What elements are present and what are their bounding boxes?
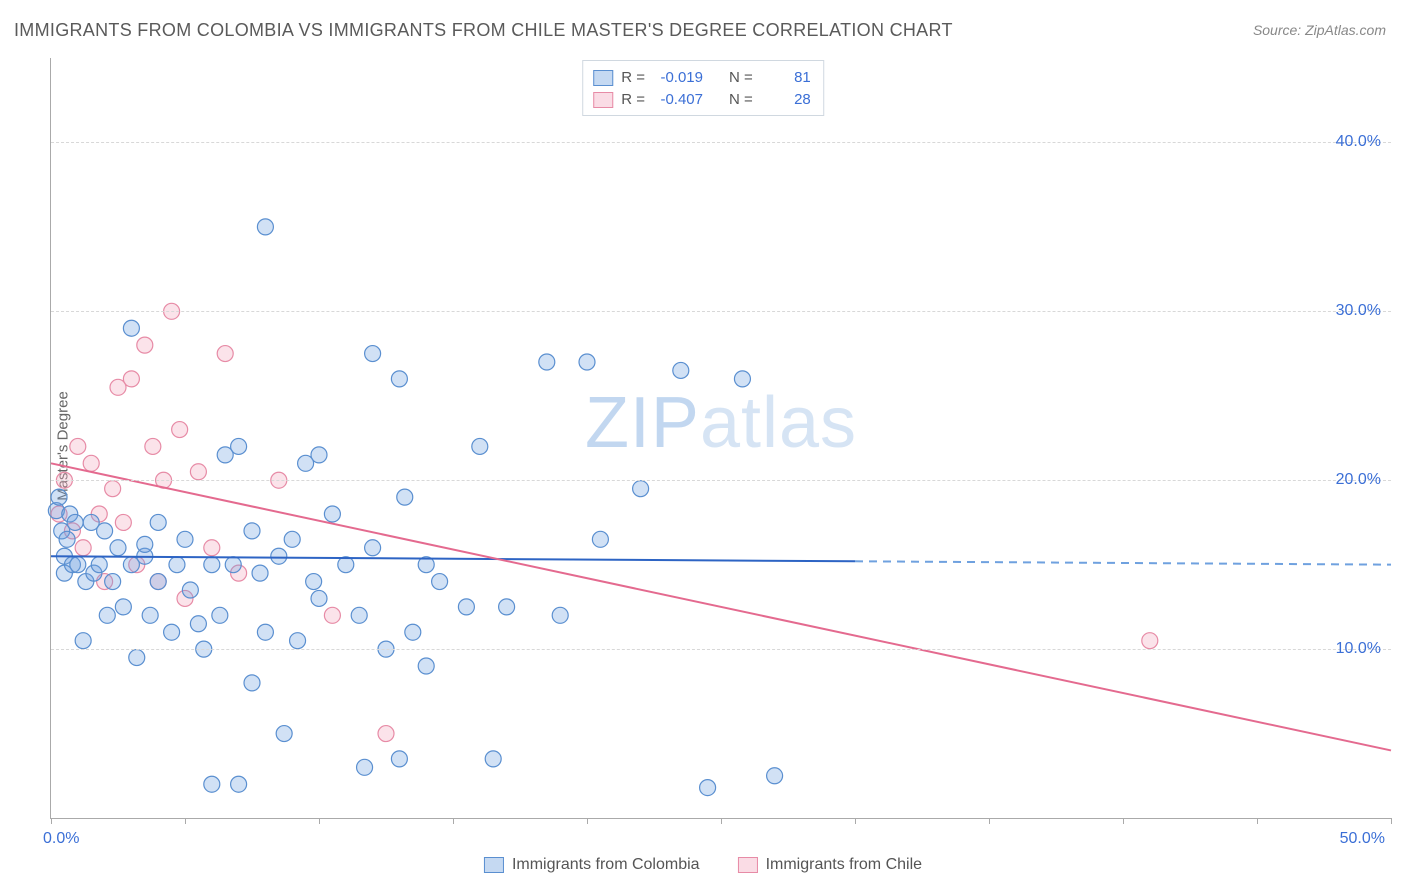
chart-container: IMMIGRANTS FROM COLOMBIA VS IMMIGRANTS F… [0, 0, 1406, 892]
legend-row-colombia: R = -0.019 N = 81 [593, 67, 811, 89]
legend-item-colombia: Immigrants from Colombia [484, 856, 700, 874]
n-value-colombia: 81 [761, 67, 811, 89]
x-tick [1123, 818, 1124, 824]
r-label: R = [621, 89, 645, 111]
r-value-chile: -0.407 [653, 89, 703, 111]
x-tick [721, 818, 722, 824]
series-label-chile: Immigrants from Chile [766, 856, 922, 874]
legend-row-chile: R = -0.407 N = 28 [593, 89, 811, 111]
n-label: N = [729, 89, 753, 111]
x-tick [1257, 818, 1258, 824]
swatch-colombia-icon [593, 70, 613, 86]
source-label: Source: ZipAtlas.com [1253, 22, 1386, 38]
swatch-chile-icon [738, 857, 758, 873]
n-value-chile: 28 [761, 89, 811, 111]
swatch-chile-icon [593, 92, 613, 108]
y-tick-label: 10.0% [1336, 640, 1381, 658]
gridline [51, 142, 1391, 143]
x-tick [453, 818, 454, 824]
x-tick [1391, 818, 1392, 824]
gridline [51, 480, 1391, 481]
x-tick [989, 818, 990, 824]
plot-area: ZIPatlas 0.0% 50.0% 10.0%20.0%30.0%40.0% [50, 58, 1391, 819]
x-tick [185, 818, 186, 824]
y-tick-label: 40.0% [1336, 133, 1381, 151]
gridline [51, 311, 1391, 312]
source-name: ZipAtlas.com [1305, 22, 1386, 38]
r-label: R = [621, 67, 645, 89]
x-axis-max-label: 50.0% [1340, 830, 1385, 848]
x-tick [319, 818, 320, 824]
swatch-colombia-icon [484, 857, 504, 873]
y-tick-label: 20.0% [1336, 471, 1381, 489]
plot-svg [51, 58, 1391, 818]
series-label-colombia: Immigrants from Colombia [512, 856, 700, 874]
legend-item-chile: Immigrants from Chile [738, 856, 922, 874]
n-label: N = [729, 67, 753, 89]
gridline [51, 649, 1391, 650]
x-tick [587, 818, 588, 824]
source-prefix: Source: [1253, 22, 1305, 38]
r-value-colombia: -0.019 [653, 67, 703, 89]
x-tick [855, 818, 856, 824]
x-tick [51, 818, 52, 824]
correlation-legend: R = -0.019 N = 81 R = -0.407 N = 28 [582, 60, 824, 116]
series-legend: Immigrants from Colombia Immigrants from… [484, 856, 922, 874]
x-axis-min-label: 0.0% [43, 830, 79, 848]
chart-title: IMMIGRANTS FROM COLOMBIA VS IMMIGRANTS F… [14, 20, 953, 41]
y-tick-label: 30.0% [1336, 302, 1381, 320]
